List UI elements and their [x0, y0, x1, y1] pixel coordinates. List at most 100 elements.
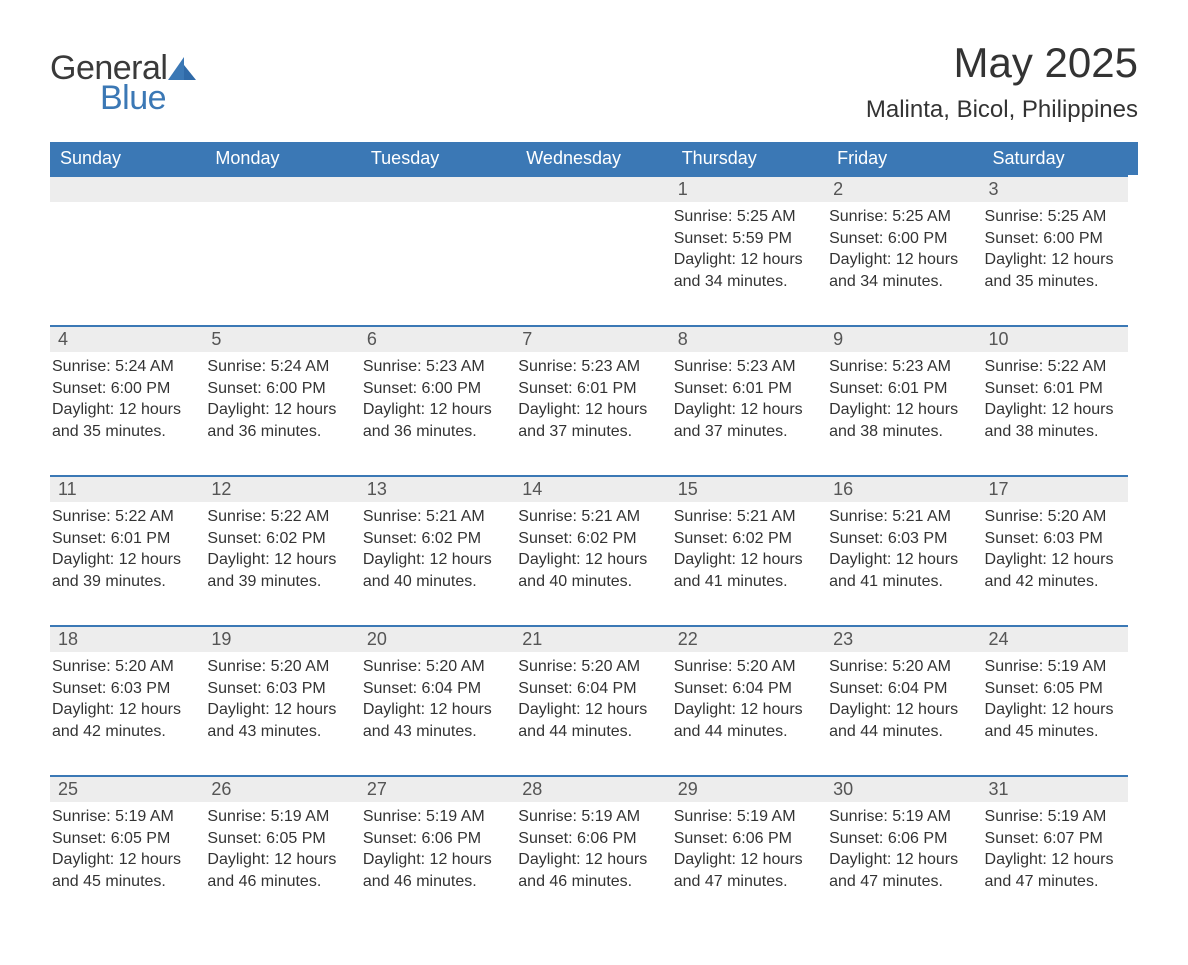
- day-details: Sunrise: 5:19 AMSunset: 6:07 PMDaylight:…: [983, 806, 1128, 892]
- calendar-cell: 3 Sunrise: 5:25 AMSunset: 6:00 PMDaylight…: [983, 175, 1138, 325]
- sunset-line: Sunset: 6:01 PM: [52, 528, 191, 550]
- calendar-cell: 8 Sunrise: 5:23 AMSunset: 6:01 PMDaylight…: [672, 325, 827, 475]
- day-number: 8: [672, 325, 827, 352]
- sunset-line: Sunset: 6:06 PM: [829, 828, 968, 850]
- sunset-line: Sunset: 6:02 PM: [518, 528, 657, 550]
- day-number: 1: [672, 175, 827, 202]
- weekday-header: Wednesday: [516, 142, 671, 175]
- sunrise-line: Sunrise: 5:19 AM: [985, 656, 1124, 678]
- sunset-line: Sunset: 6:01 PM: [518, 378, 657, 400]
- day-details: Sunrise: 5:20 AMSunset: 6:04 PMDaylight:…: [672, 656, 817, 742]
- daylight-line: Daylight: 12 hours and 37 minutes.: [674, 399, 813, 442]
- sunrise-line: Sunrise: 5:19 AM: [52, 806, 191, 828]
- weekday-header: Monday: [205, 142, 360, 175]
- day-number: 7: [516, 325, 671, 352]
- sunrise-line: Sunrise: 5:24 AM: [52, 356, 191, 378]
- daylight-line: Daylight: 12 hours and 43 minutes.: [363, 699, 502, 742]
- weekday-header: Tuesday: [361, 142, 516, 175]
- daylight-line: Daylight: 12 hours and 47 minutes.: [674, 849, 813, 892]
- day-number: 4: [50, 325, 205, 352]
- daylight-line: Daylight: 12 hours and 38 minutes.: [985, 399, 1124, 442]
- daylight-line: Daylight: 12 hours and 42 minutes.: [52, 699, 191, 742]
- sunrise-line: Sunrise: 5:20 AM: [363, 656, 502, 678]
- day-number-empty: [516, 175, 671, 202]
- sunset-line: Sunset: 6:04 PM: [829, 678, 968, 700]
- month-title: May 2025: [866, 40, 1138, 86]
- daylight-line: Daylight: 12 hours and 40 minutes.: [518, 549, 657, 592]
- daylight-line: Daylight: 12 hours and 47 minutes.: [985, 849, 1124, 892]
- sunrise-line: Sunrise: 5:20 AM: [674, 656, 813, 678]
- day-details: Sunrise: 5:23 AMSunset: 6:00 PMDaylight:…: [361, 356, 506, 442]
- daylight-line: Daylight: 12 hours and 39 minutes.: [52, 549, 191, 592]
- calendar-cell: 6Sunrise: 5:23 AMSunset: 6:00 PMDaylight…: [361, 325, 516, 475]
- sunset-line: Sunset: 6:02 PM: [674, 528, 813, 550]
- daylight-line: Daylight: 12 hours and 45 minutes.: [52, 849, 191, 892]
- day-number: 19: [205, 625, 360, 652]
- daylight-line: Daylight: 12 hours and 41 minutes.: [829, 549, 968, 592]
- sunrise-line: Sunrise: 5:19 AM: [985, 806, 1124, 828]
- day-number: 30: [827, 775, 982, 802]
- sunset-line: Sunset: 6:06 PM: [363, 828, 502, 850]
- daylight-line: Daylight: 12 hours and 44 minutes.: [829, 699, 968, 742]
- calendar-cell: 28Sunrise: 5:19 AMSunset: 6:06 PMDayligh…: [516, 775, 671, 925]
- daylight-line: Daylight: 12 hours and 43 minutes.: [207, 699, 346, 742]
- calendar-table: SundayMondayTuesdayWednesdayThursdayFrid…: [50, 142, 1138, 925]
- sunrise-line: Sunrise: 5:25 AM: [674, 206, 813, 228]
- sunset-line: Sunset: 6:01 PM: [829, 378, 968, 400]
- day-number: 20: [361, 625, 516, 652]
- day-details: Sunrise: 5:22 AMSunset: 6:01 PMDaylight:…: [50, 506, 195, 592]
- day-details: Sunrise: 5:21 AMSunset: 6:02 PMDaylight:…: [361, 506, 506, 592]
- calendar-week: 18Sunrise: 5:20 AMSunset: 6:03 PMDayligh…: [50, 625, 1138, 775]
- day-details: Sunrise: 5:19 AMSunset: 6:05 PMDaylight:…: [205, 806, 350, 892]
- day-details: Sunrise: 5:20 AMSunset: 6:04 PMDaylight:…: [516, 656, 661, 742]
- sunrise-line: Sunrise: 5:21 AM: [518, 506, 657, 528]
- day-details: Sunrise: 5:20 AMSunset: 6:03 PMDaylight:…: [983, 506, 1128, 592]
- sunrise-line: Sunrise: 5:21 AM: [674, 506, 813, 528]
- calendar-header: SundayMondayTuesdayWednesdayThursdayFrid…: [50, 142, 1138, 175]
- weekday-header: Thursday: [672, 142, 827, 175]
- day-number: 25: [50, 775, 205, 802]
- calendar-cell: [205, 175, 360, 325]
- day-details: Sunrise: 5:21 AMSunset: 6:02 PMDaylight:…: [672, 506, 817, 592]
- calendar-cell: 12Sunrise: 5:22 AMSunset: 6:02 PMDayligh…: [205, 475, 360, 625]
- day-number: 22: [672, 625, 827, 652]
- calendar-cell: [50, 175, 205, 325]
- sunset-line: Sunset: 6:01 PM: [674, 378, 813, 400]
- sunrise-line: Sunrise: 5:22 AM: [985, 356, 1124, 378]
- sunrise-line: Sunrise: 5:19 AM: [207, 806, 346, 828]
- sunset-line: Sunset: 6:05 PM: [52, 828, 191, 850]
- sunrise-line: Sunrise: 5:20 AM: [52, 656, 191, 678]
- brand-part2: Blue: [100, 82, 166, 114]
- day-details: Sunrise: 5:21 AMSunset: 6:03 PMDaylight:…: [827, 506, 972, 592]
- calendar-cell: 14Sunrise: 5:21 AMSunset: 6:02 PMDayligh…: [516, 475, 671, 625]
- daylight-line: Daylight: 12 hours and 42 minutes.: [985, 549, 1124, 592]
- title-block: May 2025 Malinta, Bicol, Philippines: [866, 40, 1138, 138]
- sunset-line: Sunset: 6:00 PM: [52, 378, 191, 400]
- day-details: Sunrise: 5:19 AMSunset: 6:06 PMDaylight:…: [361, 806, 506, 892]
- sunset-line: Sunset: 6:01 PM: [985, 378, 1124, 400]
- sunset-line: Sunset: 6:05 PM: [207, 828, 346, 850]
- calendar-cell: 17Sunrise: 5:20 AMSunset: 6:03 PMDayligh…: [983, 475, 1138, 625]
- sunrise-line: Sunrise: 5:25 AM: [829, 206, 968, 228]
- header-row: General Blue May 2025 Malinta, Bicol, Ph…: [50, 40, 1138, 138]
- day-details: Sunrise: 5:22 AMSunset: 6:02 PMDaylight:…: [205, 506, 350, 592]
- day-details: Sunrise: 5:20 AMSunset: 6:04 PMDaylight:…: [361, 656, 506, 742]
- daylight-line: Daylight: 12 hours and 44 minutes.: [518, 699, 657, 742]
- day-details: Sunrise: 5:25 AMSunset: 5:59 PMDaylight:…: [672, 206, 817, 292]
- day-details: Sunrise: 5:23 AMSunset: 6:01 PMDaylight:…: [672, 356, 817, 442]
- day-details: Sunrise: 5:20 AMSunset: 6:03 PMDaylight:…: [205, 656, 350, 742]
- day-number: 11: [50, 475, 205, 502]
- weekday-header: Sunday: [50, 142, 205, 175]
- day-details: Sunrise: 5:25 AMSunset: 6:00 PMDaylight:…: [983, 206, 1128, 292]
- calendar-body: 1 Sunrise: 5:25 AMSunset: 5:59 PMDaylight…: [50, 175, 1138, 925]
- daylight-line: Daylight: 12 hours and 40 minutes.: [363, 549, 502, 592]
- calendar-cell: 21Sunrise: 5:20 AMSunset: 6:04 PMDayligh…: [516, 625, 671, 775]
- day-number: 23: [827, 625, 982, 652]
- sunset-line: Sunset: 6:02 PM: [207, 528, 346, 550]
- sunset-line: Sunset: 6:00 PM: [363, 378, 502, 400]
- day-number: 3: [983, 175, 1128, 202]
- sunset-line: Sunset: 6:00 PM: [985, 228, 1124, 250]
- weekday-header: Friday: [827, 142, 982, 175]
- calendar-cell: 26Sunrise: 5:19 AMSunset: 6:05 PMDayligh…: [205, 775, 360, 925]
- sunset-line: Sunset: 6:03 PM: [985, 528, 1124, 550]
